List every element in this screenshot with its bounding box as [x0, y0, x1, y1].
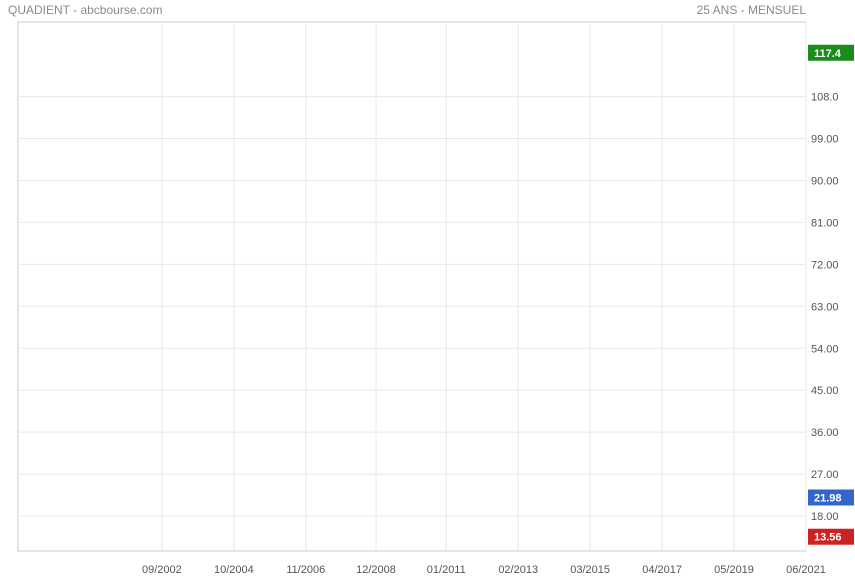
x-tick-label: 12/2008 [356, 564, 396, 576]
y-tick-label: 27.00 [811, 469, 839, 481]
y-tick-label: 18.00 [811, 511, 839, 523]
y-tick-label: 99.00 [811, 134, 839, 146]
chart-period: 25 ANS - MENSUEL [697, 3, 807, 17]
y-tick-label: 72.00 [811, 259, 839, 271]
price-badge [808, 489, 854, 506]
price-badge-label: 21.98 [814, 492, 842, 504]
x-tick-label: 01/2011 [427, 564, 466, 576]
chart-title: QUADIENT - abcbourse.com [8, 3, 163, 17]
y-tick-label: 54.00 [811, 343, 839, 355]
x-tick-label: 02/2013 [498, 564, 538, 576]
price-badge-label: 13.56 [814, 532, 842, 544]
y-tick-label: 90.00 [811, 175, 839, 187]
x-tick-label: 10/2004 [214, 564, 254, 576]
x-tick-label: 03/2015 [570, 564, 610, 576]
x-tick-label: 05/2019 [714, 564, 754, 576]
price-badge [808, 528, 854, 545]
y-tick-label: 36.00 [811, 427, 839, 439]
x-tick-label: 11/2006 [286, 564, 325, 576]
x-tick-label: 09/2002 [142, 564, 182, 576]
plot-frame [17, 21, 807, 552]
x-tick-label: 04/2017 [642, 564, 682, 576]
y-tick-label: 108.0 [811, 92, 839, 104]
price-badge-label: 117.4 [814, 48, 842, 60]
y-tick-label: 63.00 [811, 301, 839, 313]
y-tick-label: 81.00 [811, 217, 839, 229]
y-tick-label: 45.00 [811, 385, 839, 397]
axes: 18.00 27.00 36.00 45.00 54.00 63.00 72.00 81.00… [17, 21, 854, 576]
x-tick-label: 06/2021 [786, 564, 826, 576]
price-badge [808, 44, 854, 61]
